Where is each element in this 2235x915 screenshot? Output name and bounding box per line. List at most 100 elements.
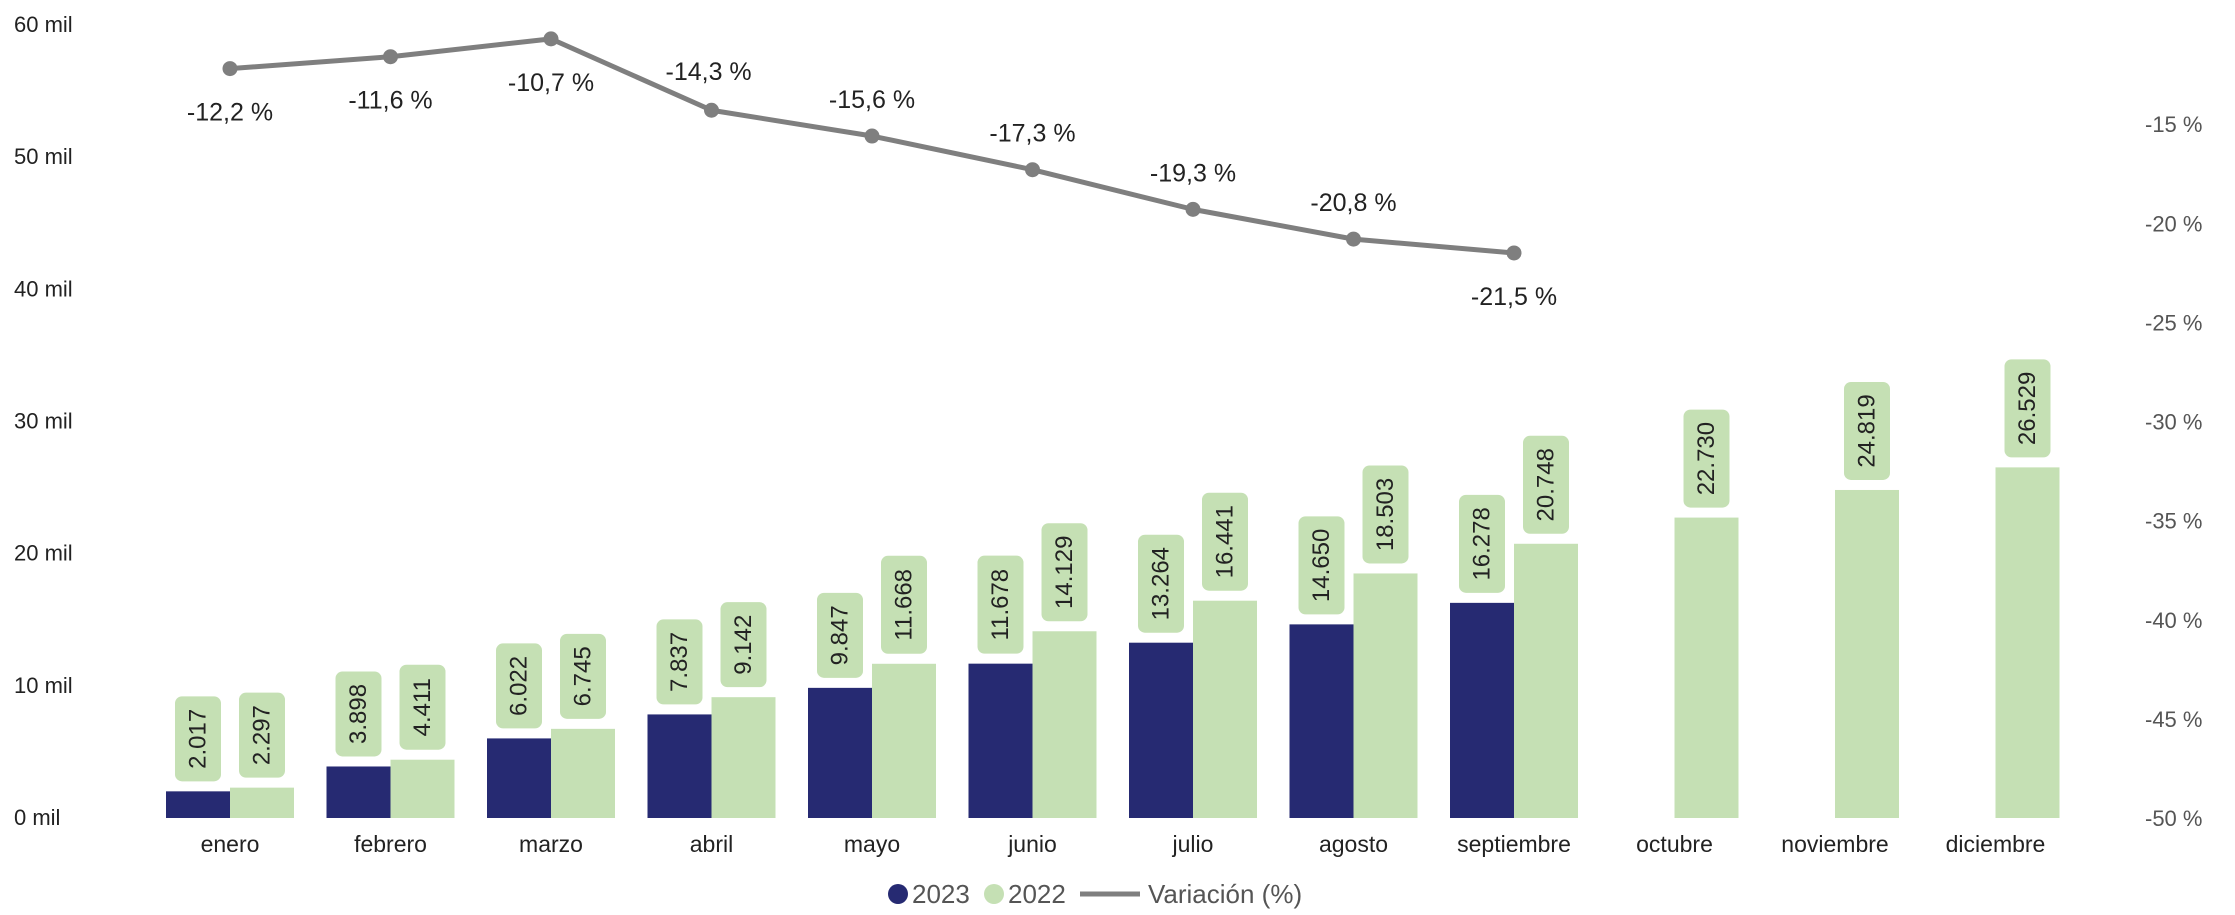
bar-label-background — [1041, 523, 1088, 622]
category-label: julio — [1172, 831, 1214, 857]
bar-data-label: 24.819 — [1854, 394, 1881, 467]
bar-data-label: 4.411 — [409, 678, 436, 736]
category-axis: enero febrero marzo abril mayo junio julio agos… — [201, 831, 2046, 857]
variation-point[interactable] — [222, 61, 238, 77]
bar-label-background — [1523, 435, 1569, 534]
bar-2023[interactable] — [647, 714, 712, 818]
bar-2023[interactable] — [808, 687, 872, 818]
bar-2023[interactable] — [968, 663, 1033, 818]
bar-label-background — [720, 602, 767, 688]
left-axis-tick-label: 50 mil — [14, 144, 73, 169]
bar-2023[interactable] — [166, 791, 230, 818]
right-axis-tick-label: -20 % — [2145, 211, 2202, 236]
variation-point[interactable] — [1506, 245, 1522, 261]
bar-2022[interactable] — [390, 759, 455, 818]
variation-point[interactable] — [383, 49, 398, 65]
bar-2022[interactable] — [230, 787, 294, 818]
variation-point[interactable] — [1185, 201, 1201, 217]
bar-label-background — [335, 671, 382, 757]
right-axis-tick-label: -35 % — [2145, 509, 2202, 534]
left-axis: 0 mil 10 mil 20 mil 30 mil 40 mil 50 mil 60 mi… — [14, 12, 73, 830]
category-label: agosto — [1319, 831, 1388, 857]
bar-2022[interactable] — [872, 663, 936, 818]
bar-2022[interactable] — [1674, 517, 1739, 818]
variation-line-series: -12,2 % -11,6 % -10,7 % -14,3 % -15,6 % -17,3… — [187, 31, 1557, 311]
bar-2023[interactable] — [1129, 642, 1193, 818]
variation-line — [229, 36, 1515, 256]
legend-marker — [984, 884, 1004, 904]
bar-data-label: 3.898 — [345, 684, 372, 744]
right-axis-tick-label: -25 % — [2145, 310, 2202, 335]
legend-label: 2023 — [912, 879, 970, 909]
bar-data-label: 20.748 — [1533, 448, 1560, 521]
bar-2023[interactable] — [326, 766, 391, 818]
variation-point[interactable] — [1025, 162, 1040, 178]
variation-data-label: -19,3 % — [1150, 159, 1236, 187]
bar-label-background — [1202, 492, 1248, 591]
bar-data-label: 2.017 — [185, 709, 212, 769]
bar-label-background — [175, 696, 221, 782]
category-label: abril — [690, 831, 733, 857]
left-axis-tick-label: 0 mil — [14, 805, 60, 830]
right-axis-tick-label: -50 % — [2145, 806, 2202, 831]
variation-data-label: -11,6 % — [348, 87, 432, 115]
variation-data-label: -21,5 % — [1471, 283, 1557, 311]
bar-label-background — [977, 555, 1024, 654]
variation-point[interactable] — [864, 128, 880, 144]
category-label: septiembre — [1457, 831, 1571, 857]
bar-label-background — [2004, 359, 2051, 458]
right-axis-tick-label: -45 % — [2145, 707, 2202, 732]
variation-point[interactable] — [704, 102, 719, 118]
bar-label-background — [560, 633, 606, 719]
left-axis-tick-label: 40 mil — [14, 276, 73, 301]
variation-data-label: -20,8 % — [1310, 189, 1396, 217]
bar-data-label: 7.837 — [666, 632, 693, 692]
bar-label-background — [1298, 516, 1345, 615]
bar-2022[interactable] — [1193, 600, 1257, 818]
bar-data-label: 9.142 — [730, 615, 757, 675]
bar-data-label: 6.745 — [570, 646, 597, 706]
bar-data-label: 16.278 — [1469, 507, 1496, 580]
category-label: diciembre — [1946, 831, 2046, 857]
right-axis: -50 % -45 % -40 % -35 % -30 % -25 % -20 % -15 % — [2145, 112, 2202, 831]
bar-data-label: 14.129 — [1051, 536, 1078, 609]
bar-data-label: 16.441 — [1212, 505, 1239, 578]
legend[interactable]: 2023 2022 Variación (%) — [888, 879, 1302, 909]
left-axis-tick-label: 30 mil — [14, 409, 73, 434]
bar-data-label: 6.022 — [506, 656, 533, 716]
bar-data-label: 18.503 — [1372, 478, 1399, 551]
legend-marker — [888, 884, 908, 904]
bar-2022[interactable] — [1995, 467, 2060, 818]
variation-point[interactable] — [543, 31, 559, 47]
bar-label-background — [881, 555, 927, 654]
bar-label-background — [1362, 465, 1409, 564]
bar-label-background — [496, 643, 542, 729]
right-axis-tick-label: -40 % — [2145, 608, 2202, 633]
bar-2022[interactable] — [1032, 631, 1097, 818]
bar-label-background — [1844, 381, 1890, 480]
category-label: noviembre — [1781, 831, 1888, 857]
category-label: octubre — [1636, 831, 1713, 857]
bar-2022[interactable] — [1514, 543, 1578, 818]
bar-label-background — [817, 592, 863, 678]
left-axis-tick-label: 20 mil — [14, 541, 73, 566]
bar-label-background — [1683, 409, 1730, 508]
bar-data-label: 13.264 — [1148, 547, 1175, 620]
bar-2022[interactable] — [1353, 573, 1418, 818]
bar-2023[interactable] — [487, 738, 551, 818]
variation-data-label: -14,3 % — [666, 58, 752, 86]
bar-2022[interactable] — [551, 728, 615, 818]
variation-point[interactable] — [1346, 231, 1361, 247]
bar-label-background — [1138, 534, 1184, 633]
bar-label-background — [399, 664, 446, 750]
bar-2023[interactable] — [1289, 624, 1354, 818]
bar-2023[interactable] — [1450, 602, 1514, 818]
bar-2022[interactable] — [711, 697, 776, 818]
variation-data-label: -15,6 % — [829, 86, 915, 114]
variation-data-label: -10,7 % — [508, 69, 594, 97]
category-label: junio — [1007, 831, 1057, 857]
variation-data-label: -17,3 % — [989, 120, 1075, 148]
bar-2022[interactable] — [1835, 489, 1899, 818]
bar-data-label: 11.678 — [987, 569, 1014, 641]
bar-data-label: 22.730 — [1693, 422, 1720, 495]
